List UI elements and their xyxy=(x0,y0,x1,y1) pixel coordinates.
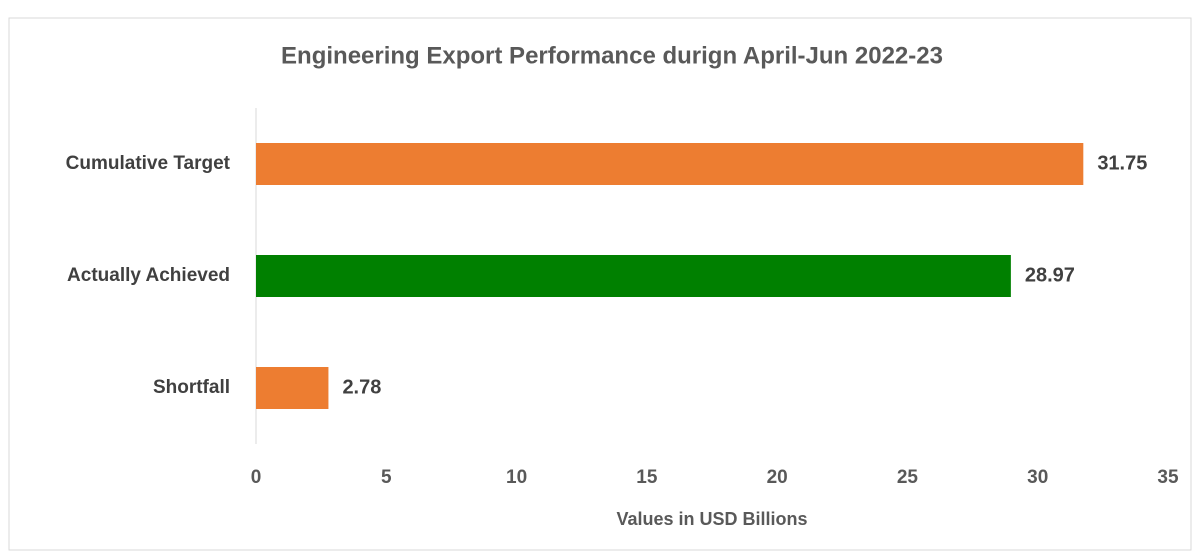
x-tick-label: 30 xyxy=(1027,467,1048,488)
y-tick-label: Cumulative Target xyxy=(66,153,231,174)
bar xyxy=(256,255,1011,297)
chart-title: Engineering Export Performance durign Ap… xyxy=(281,42,943,69)
data-label: 28.97 xyxy=(1025,264,1075,286)
x-tick-label: 20 xyxy=(767,467,788,488)
x-tick-label: 25 xyxy=(897,467,919,488)
x-axis-label: Values in USD Billions xyxy=(616,509,807,529)
x-tick-label: 10 xyxy=(506,467,527,488)
bar xyxy=(256,143,1084,185)
bar xyxy=(256,367,329,409)
data-label: 2.78 xyxy=(342,376,381,398)
x-tick-label: 15 xyxy=(636,467,658,488)
x-tick-label: 35 xyxy=(1157,467,1179,488)
x-tick-label: 0 xyxy=(251,467,262,488)
y-tick-label: Shortfall xyxy=(153,377,230,398)
x-tick-label: 5 xyxy=(381,467,392,488)
data-label: 31.75 xyxy=(1097,152,1147,174)
y-tick-label: Actually Achieved xyxy=(67,265,230,286)
